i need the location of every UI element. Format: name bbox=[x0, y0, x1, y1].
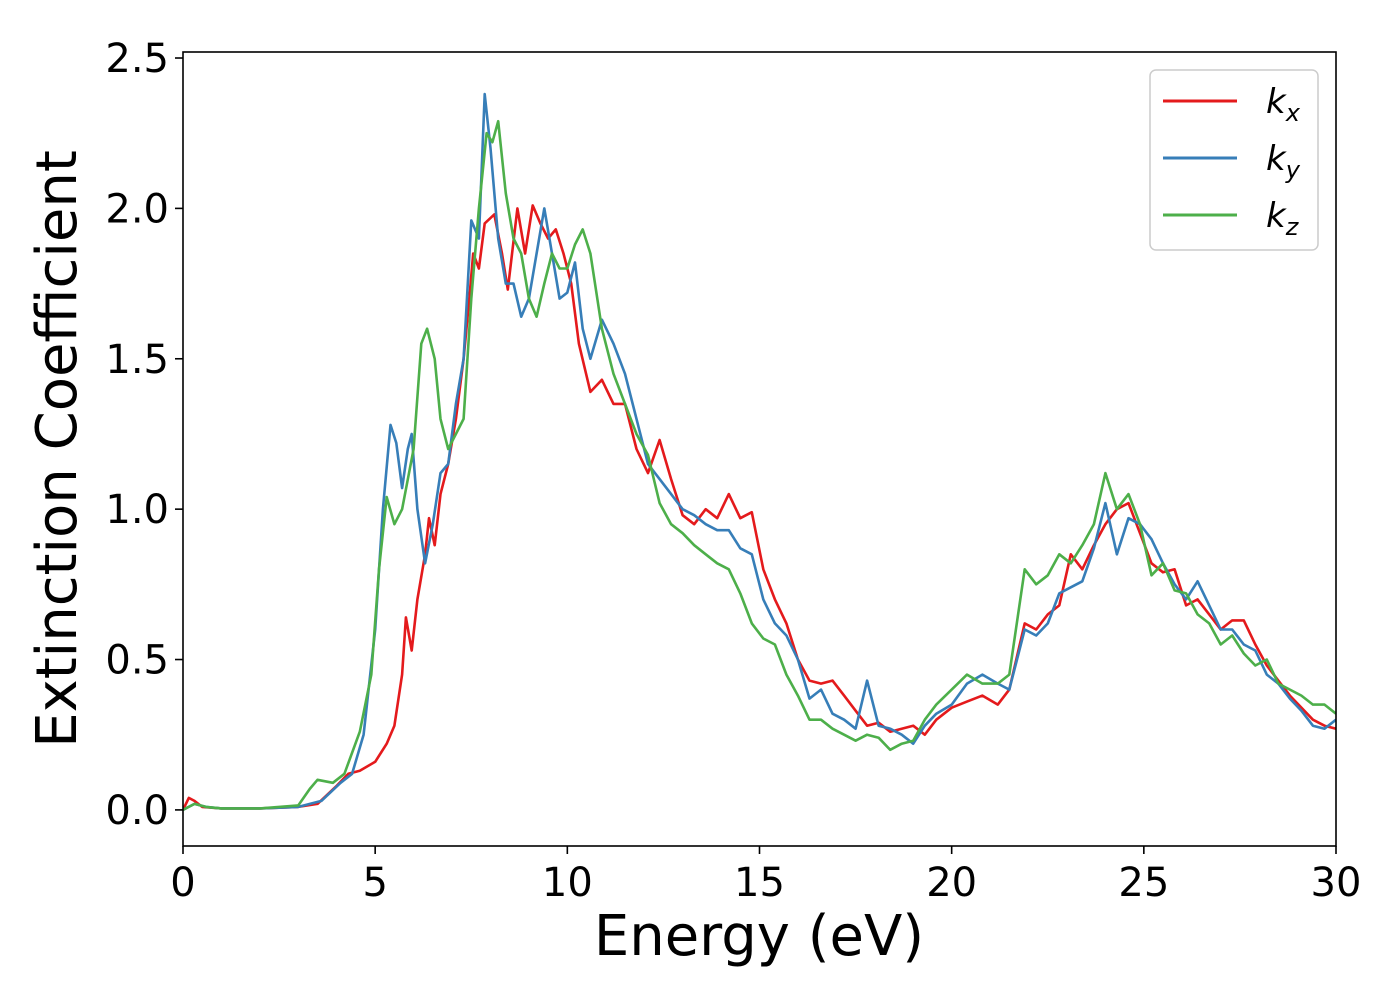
y-tick-label: 0.0 bbox=[105, 788, 169, 834]
legend-label-z: kz bbox=[1266, 196, 1300, 241]
y-tick-label: 2.5 bbox=[105, 36, 169, 82]
legend-label-x: kx bbox=[1266, 82, 1301, 127]
x-tick-label: 20 bbox=[926, 860, 977, 906]
x-tick-label: 0 bbox=[170, 860, 195, 906]
y-axis-title: Extinction Coefficient bbox=[25, 150, 90, 748]
x-tick-label: 25 bbox=[1118, 860, 1169, 906]
legend-label-y: ky bbox=[1266, 139, 1301, 184]
y-tick-label: 1.5 bbox=[105, 337, 169, 383]
legend-box bbox=[1149, 69, 1319, 251]
x-tick-label: 5 bbox=[362, 860, 387, 906]
y-axis-ticks: 0.0 0.5 1.0 1.5 2.0 2.5 bbox=[105, 36, 183, 834]
x-tick-label: 30 bbox=[1311, 860, 1362, 906]
x-tick-label: 15 bbox=[734, 860, 785, 906]
x-tick-label: 10 bbox=[542, 860, 593, 906]
series-line-y bbox=[183, 92, 1336, 812]
y-tick-label: 1.0 bbox=[105, 487, 169, 533]
legend: kx ky kz bbox=[1149, 69, 1319, 251]
series-line-z bbox=[183, 119, 1336, 812]
x-axis-ticks: 0 5 10 15 20 25 30 bbox=[170, 846, 1361, 906]
plot-area bbox=[183, 52, 1336, 846]
y-tick-label: 0.5 bbox=[105, 638, 169, 684]
series-layer bbox=[183, 92, 1336, 812]
y-tick-label: 2.0 bbox=[105, 186, 169, 232]
x-axis-title: Energy (eV) bbox=[594, 904, 924, 969]
